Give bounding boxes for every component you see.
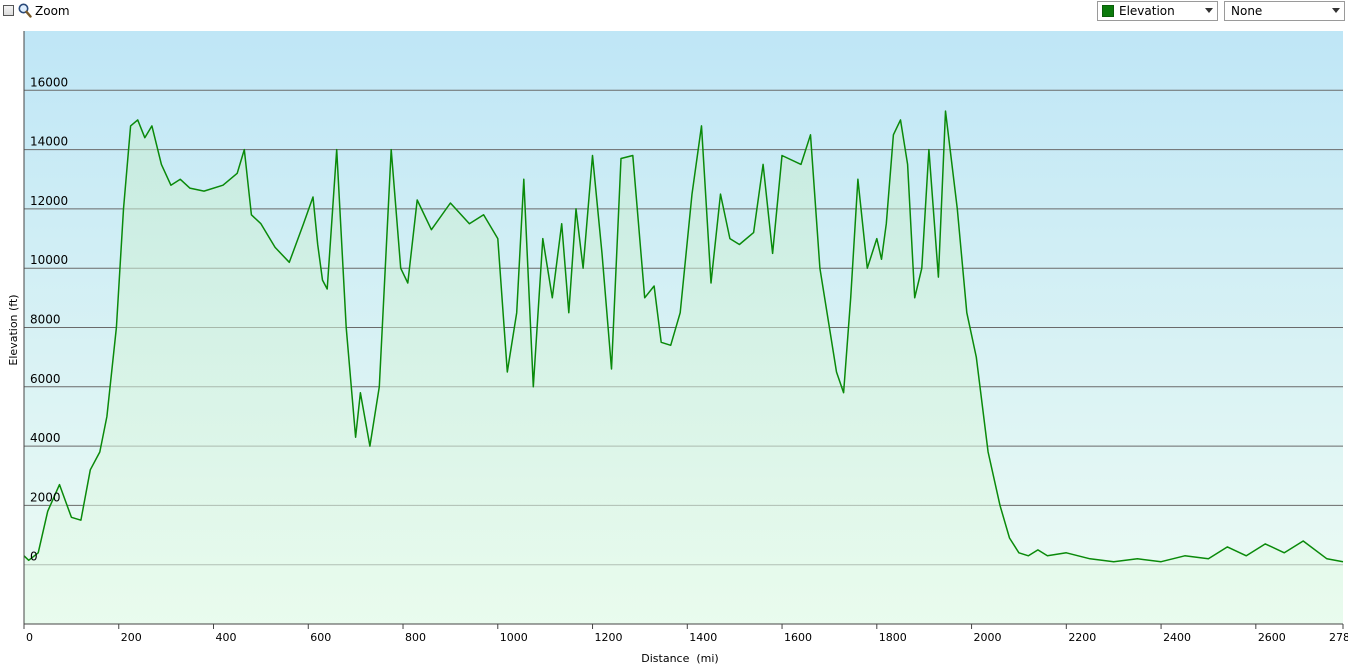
x-tick-label: 0 [26, 631, 33, 644]
y-tick-label: 4000 [30, 431, 61, 445]
series-select-value: Elevation [1119, 4, 1175, 18]
series-select[interactable]: Elevation [1097, 1, 1218, 21]
y-tick-label: 2000 [30, 490, 61, 504]
x-tick-label: 2600 [1258, 631, 1286, 644]
y-axis-title: Elevation (ft) [7, 294, 20, 365]
x-tick-label: 1200 [595, 631, 623, 644]
y-tick-label: 12000 [30, 194, 68, 208]
y-tick-label: 6000 [30, 372, 61, 386]
elevation-area [24, 111, 1343, 625]
chevron-down-icon [1332, 8, 1340, 13]
x-tick-label: 2400 [1163, 631, 1191, 644]
magnifier-icon[interactable] [18, 3, 32, 18]
x-axis-title: Distance (mi) [641, 652, 718, 665]
y-tick-label: 16000 [30, 75, 68, 89]
x-tick-label: 2000 [974, 631, 1002, 644]
x-tick-label: 2200 [1068, 631, 1096, 644]
x-tick-label: 400 [216, 631, 237, 644]
x-tick-label: 1800 [879, 631, 907, 644]
series-color-swatch [1102, 5, 1114, 17]
x-tick-label: 800 [405, 631, 426, 644]
x-tick-label: 1400 [689, 631, 717, 644]
elevation-line [23, 110, 1344, 563]
chart-toolbar: Zoom Elevation None [0, 0, 1348, 24]
x-tick-label: 200 [121, 631, 142, 644]
y-tick-label: 0 [30, 550, 38, 564]
y-tick-label: 14000 [30, 135, 68, 149]
x-tick-label: 1600 [784, 631, 812, 644]
zoom-label: Zoom [35, 4, 70, 18]
secondary-series-select[interactable]: None [1224, 1, 1345, 21]
x-tick-label: 600 [310, 631, 331, 644]
zoom-checkbox[interactable] [3, 5, 14, 16]
y-tick-label: 8000 [30, 313, 61, 327]
x-tick-label: 2784 [1329, 631, 1348, 644]
secondary-select-value: None [1231, 4, 1263, 18]
y-tick-label: 10000 [30, 253, 68, 267]
x-tick-label: 1000 [500, 631, 528, 644]
chevron-down-icon [1205, 8, 1213, 13]
